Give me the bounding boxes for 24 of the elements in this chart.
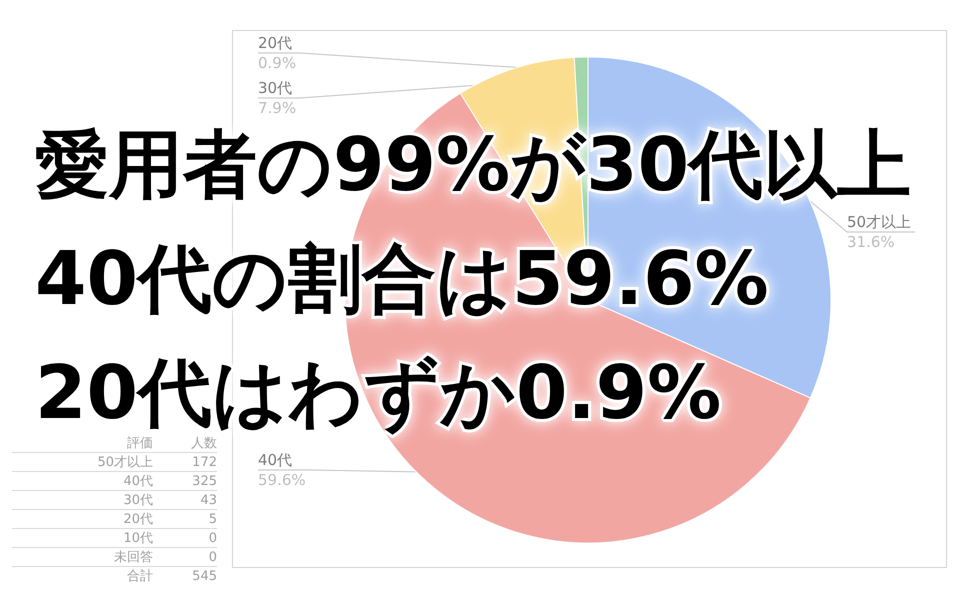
data-label: 7.9% <box>258 99 296 117</box>
text: 合計 <box>127 568 153 585</box>
text: 172 <box>192 454 217 470</box>
data-label: 59.6% <box>258 471 306 489</box>
slice-label: 50才以上 <box>847 213 912 231</box>
text: 325 <box>192 474 217 488</box>
text: 人数 <box>191 435 217 452</box>
text: 10代 <box>123 530 153 547</box>
slice-label: 30代 <box>258 79 292 97</box>
text: 545 <box>192 568 217 584</box>
slice-label: 20代 <box>258 34 292 52</box>
text: 5 <box>208 512 217 526</box>
text: 30代 <box>123 492 153 509</box>
text: 0 <box>208 530 217 546</box>
text: 20代 <box>123 511 153 528</box>
slice-label: 40代 <box>258 451 292 469</box>
text: 0 <box>208 550 217 564</box>
text: 評価 <box>127 435 153 452</box>
data-label: 0.9% <box>258 54 296 72</box>
text: 40代 <box>123 473 153 490</box>
data-label: 31.6% <box>847 233 895 251</box>
text: 43 <box>200 492 217 508</box>
text: 50才以上 <box>97 454 153 471</box>
text: 未回答 <box>114 549 153 566</box>
